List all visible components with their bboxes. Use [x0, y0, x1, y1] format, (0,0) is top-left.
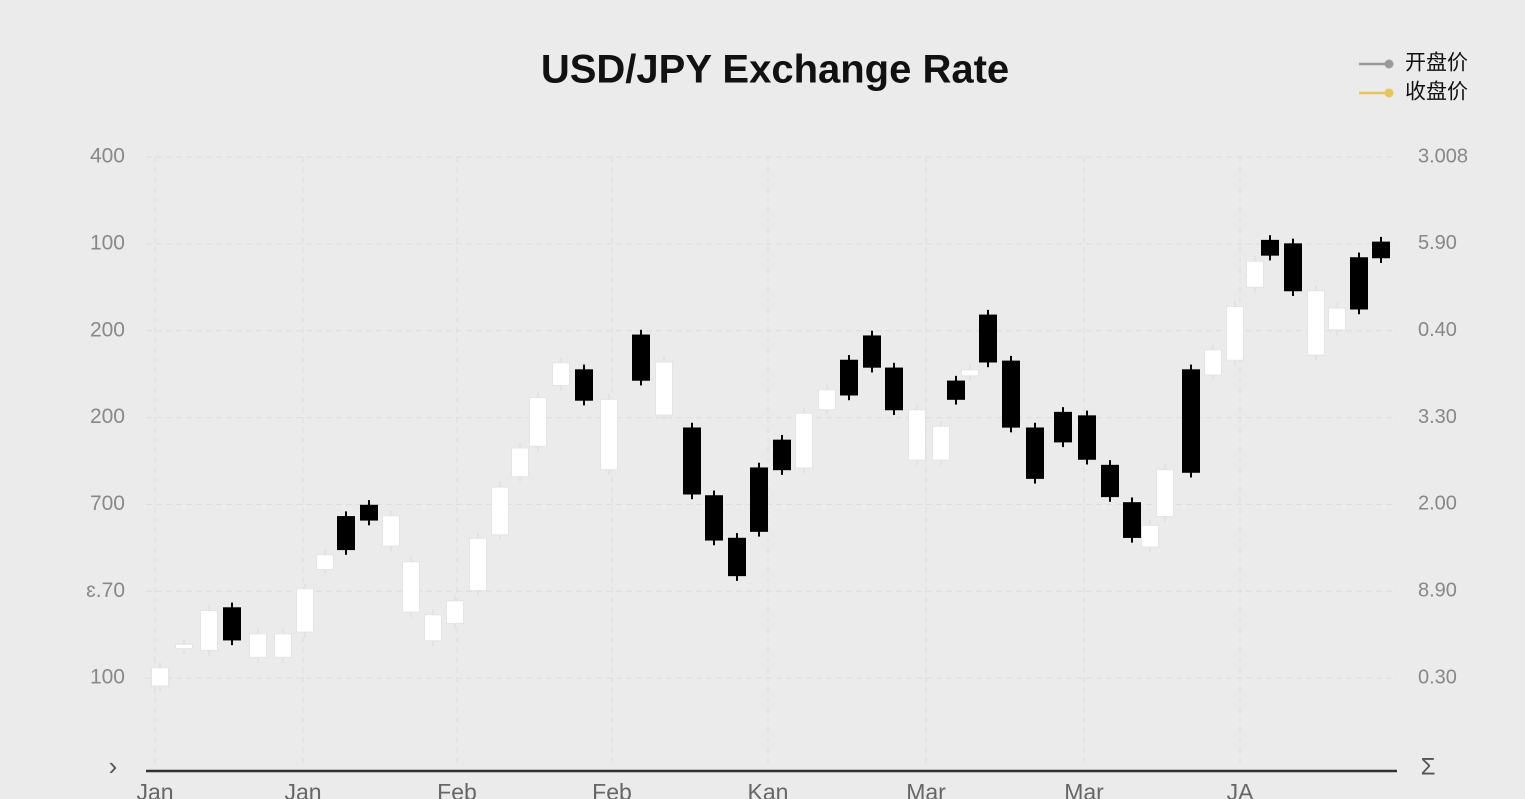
candle-body: [1284, 243, 1302, 292]
x-tick-label: Feb: [437, 779, 477, 799]
y2-tick-label: 0.40: [1418, 319, 1457, 341]
candle-body: [511, 447, 529, 478]
candle-body: [529, 397, 547, 447]
candle-body: [249, 633, 267, 658]
candle-body: [1372, 241, 1390, 259]
y-tick-label: 200: [90, 405, 125, 428]
candle-body: [469, 537, 487, 591]
y2-tick-label: 8.90: [1418, 580, 1457, 602]
candle-body: [424, 614, 442, 642]
legend-label: 开盘价: [1405, 52, 1468, 75]
candle-body: [795, 412, 813, 469]
candle-body: [683, 427, 701, 495]
candle-body: [175, 643, 193, 650]
y-tick-label: 400: [90, 145, 125, 168]
candle-body: [296, 588, 314, 633]
y2-tick-label: 3.30: [1418, 406, 1457, 428]
candle-body: [979, 314, 997, 363]
candle-body: [1054, 411, 1072, 443]
y-tick-label: ɛ.70: [86, 579, 125, 602]
candle-body: [632, 334, 650, 381]
candle-body: [1182, 369, 1200, 473]
candle-body: [840, 359, 858, 396]
candle-body: [552, 362, 570, 386]
y2-tick-label: 5.90: [1418, 232, 1457, 254]
x-tick-label: Mar: [1064, 779, 1104, 799]
x-tick-label: JA: [1227, 779, 1255, 799]
candle-body: [274, 633, 292, 658]
candle-body: [1002, 360, 1020, 428]
x-tick-label: Feb: [592, 779, 632, 799]
candle-body: [1350, 257, 1368, 310]
y-tick-label: 700: [90, 492, 125, 515]
candle-body: [337, 516, 355, 551]
y2-tick-label: 0.30: [1418, 666, 1457, 688]
candle-body: [863, 335, 881, 368]
candle-body: [1246, 260, 1264, 288]
candle-body: [316, 554, 334, 571]
candle-body: [728, 537, 746, 577]
candle-body: [402, 561, 420, 613]
candle-body: [1307, 290, 1325, 356]
candle-body: [1261, 239, 1279, 256]
y-tick-label: 100: [90, 231, 125, 254]
candle-body: [885, 367, 903, 411]
candle-body: [1204, 349, 1222, 376]
y2-tick-label: 2.00: [1418, 493, 1457, 515]
candle-body: [818, 389, 836, 411]
candle-body: [491, 486, 509, 536]
candle-body: [575, 369, 593, 401]
candle-body: [750, 467, 768, 532]
y2-tick-label: 3.008: [1418, 145, 1468, 167]
x-tick-label: Jan: [284, 779, 321, 799]
y-tick-label: 100: [90, 666, 125, 689]
candle-body: [1226, 305, 1244, 361]
candle-body: [151, 667, 169, 687]
candle-body: [446, 600, 464, 624]
candle-body: [947, 380, 965, 400]
candle-body: [382, 515, 400, 547]
candle-body: [1156, 469, 1174, 518]
candle-body: [1026, 427, 1044, 479]
candle-body: [1078, 415, 1096, 460]
candle-body: [908, 409, 926, 461]
candle-body: [1123, 502, 1141, 538]
y-tick-label: 200: [90, 318, 125, 341]
candle-body: [360, 504, 378, 521]
candle-body: [961, 369, 979, 377]
x-tick-label: Jan: [136, 779, 173, 799]
candle-body: [223, 607, 241, 641]
legend-marker: [1384, 59, 1394, 69]
candle-body: [1141, 524, 1159, 548]
legend-label: 收盘价: [1405, 81, 1468, 104]
legend-marker: [1384, 88, 1394, 98]
axis-symbol: Σ: [1421, 753, 1436, 780]
candle-body: [1101, 464, 1119, 498]
candle-body: [932, 425, 950, 461]
candle-body: [773, 439, 791, 471]
candle-body: [200, 609, 218, 651]
candle-body: [705, 495, 723, 541]
axis-symbol: ›: [109, 751, 118, 781]
x-tick-label: Mar: [906, 779, 946, 799]
candle-body: [600, 398, 618, 471]
x-tick-label: Kan: [748, 779, 789, 799]
candle-body: [1328, 307, 1346, 331]
candle-body: [655, 361, 673, 416]
chart-title: USD/JPY Exchange Rate: [541, 48, 1009, 92]
